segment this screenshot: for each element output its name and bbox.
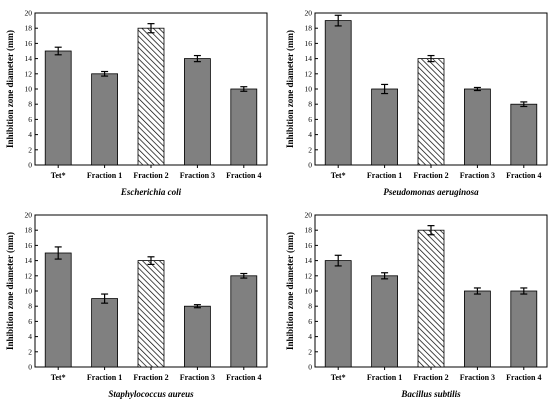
y-tick-label: 8 — [28, 100, 32, 109]
bar-3 — [137, 27, 165, 166]
y-tick-label: 6 — [28, 317, 32, 326]
y-tick-label: 20 — [25, 9, 33, 18]
y-tick-label: 12 — [25, 271, 33, 280]
chart-panel-2: 0 2 4 6 8 10 12 14 16 18 20 Tet* Fraction 1 Fraction … — [285, 9, 548, 197]
bar-1 — [44, 252, 72, 368]
bar-4 — [184, 305, 211, 368]
y-tick-label: 16 — [25, 241, 33, 250]
y-axis-label: Inhibition zone diameter (mm) — [285, 30, 295, 148]
category-label: Tet* — [331, 373, 346, 382]
y-tick-label: 12 — [305, 271, 313, 280]
bar-1 — [324, 260, 352, 368]
y-tick-label: 0 — [28, 161, 32, 170]
category-label: Tet* — [51, 171, 66, 180]
y-tick-label: 14 — [305, 54, 313, 63]
category-label: Fraction 3 — [460, 373, 495, 382]
category-label: Fraction 2 — [413, 373, 448, 382]
chart-panel-1: 0 2 4 6 8 10 12 14 16 18 20 Tet* Fraction 1 Fraction … — [5, 9, 268, 197]
y-axis-label: Inhibition zone diameter (mm) — [285, 232, 295, 350]
y-tick-label: 14 — [25, 54, 33, 63]
category-label: Fraction 2 — [413, 171, 448, 180]
y-tick-label: 2 — [28, 145, 32, 154]
y-tick-label: 8 — [308, 100, 312, 109]
y-tick-label: 18 — [305, 226, 313, 235]
category-label: Fraction 2 — [133, 373, 168, 382]
y-tick-label: 16 — [305, 39, 313, 48]
y-tick-label: 10 — [25, 287, 33, 296]
category-label: Tet* — [51, 373, 66, 382]
y-tick-label: 18 — [25, 24, 33, 33]
y-tick-label: 4 — [28, 130, 32, 139]
y-tick-label: 20 — [305, 9, 313, 18]
y-tick-label: 0 — [28, 363, 32, 372]
category-label: Fraction 4 — [506, 171, 541, 180]
category-label: Fraction 3 — [180, 373, 215, 382]
y-tick-label: 20 — [25, 211, 33, 220]
bar-4 — [184, 58, 211, 166]
bar-2 — [371, 275, 398, 368]
y-tick-label: 16 — [305, 241, 313, 250]
y-tick-label: 8 — [28, 302, 32, 311]
bar-3 — [137, 260, 165, 368]
chart-panel-3: 0 2 4 6 8 10 12 14 16 18 20 Tet* Fraction 1 Fraction … — [5, 211, 268, 399]
chart-panel-4: 0 2 4 6 8 10 12 14 16 18 20 Tet* Fraction 1 Fraction … — [285, 211, 548, 399]
y-axis-label: Inhibition zone diameter (mm) — [5, 30, 15, 148]
y-tick-label: 2 — [28, 347, 32, 356]
category-label: Fraction 3 — [460, 171, 495, 180]
y-tick-label: 18 — [25, 226, 33, 235]
category-label: Fraction 1 — [367, 171, 402, 180]
y-tick-label: 8 — [308, 302, 312, 311]
bar-5 — [230, 88, 258, 166]
category-label: Fraction 1 — [367, 373, 402, 382]
y-tick-label: 16 — [25, 39, 33, 48]
bar-1 — [44, 50, 72, 166]
y-tick-label: 4 — [308, 332, 312, 341]
panel-title: Staphylococcus aureus — [108, 389, 194, 399]
y-tick-label: 12 — [305, 69, 313, 78]
category-label: Fraction 2 — [133, 171, 168, 180]
y-tick-label: 12 — [25, 69, 33, 78]
y-tick-label: 14 — [25, 256, 33, 265]
y-tick-label: 4 — [28, 332, 32, 341]
bar-2 — [91, 73, 118, 166]
y-tick-label: 6 — [308, 115, 312, 124]
category-label: Tet* — [331, 171, 346, 180]
y-tick-label: 0 — [308, 363, 312, 372]
panel-title: Pseudomonas aeruginosa — [383, 187, 479, 197]
bar-2 — [371, 88, 398, 166]
category-label: Fraction 1 — [87, 171, 122, 180]
y-tick-label: 18 — [305, 24, 313, 33]
y-tick-label: 0 — [308, 161, 312, 170]
category-label: Fraction 4 — [506, 373, 541, 382]
y-tick-label: 10 — [25, 85, 33, 94]
y-tick-label: 6 — [28, 115, 32, 124]
bar-2 — [91, 298, 118, 368]
y-tick-label: 2 — [308, 145, 312, 154]
category-label: Fraction 3 — [180, 171, 215, 180]
bar-3 — [417, 58, 445, 166]
bar-3 — [417, 229, 445, 368]
bar-1 — [324, 20, 352, 166]
bar-5 — [510, 103, 538, 166]
bar-4 — [464, 290, 491, 368]
bar-5 — [510, 290, 538, 368]
bar-5 — [230, 275, 258, 368]
y-tick-label: 10 — [305, 85, 313, 94]
category-label: Fraction 4 — [226, 171, 261, 180]
panel-title: Bacillus subtilis — [400, 389, 461, 399]
y-tick-label: 2 — [308, 347, 312, 356]
y-tick-label: 6 — [308, 317, 312, 326]
y-tick-label: 10 — [305, 287, 313, 296]
panel-title: Escherichia coli — [120, 187, 182, 197]
y-tick-label: 4 — [308, 130, 312, 139]
y-tick-label: 14 — [305, 256, 313, 265]
bar-4 — [464, 88, 491, 166]
y-tick-label: 20 — [305, 211, 313, 220]
category-label: Fraction 1 — [87, 373, 122, 382]
category-label: Fraction 4 — [226, 373, 261, 382]
y-axis-label: Inhibition zone diameter (mm) — [5, 232, 15, 350]
